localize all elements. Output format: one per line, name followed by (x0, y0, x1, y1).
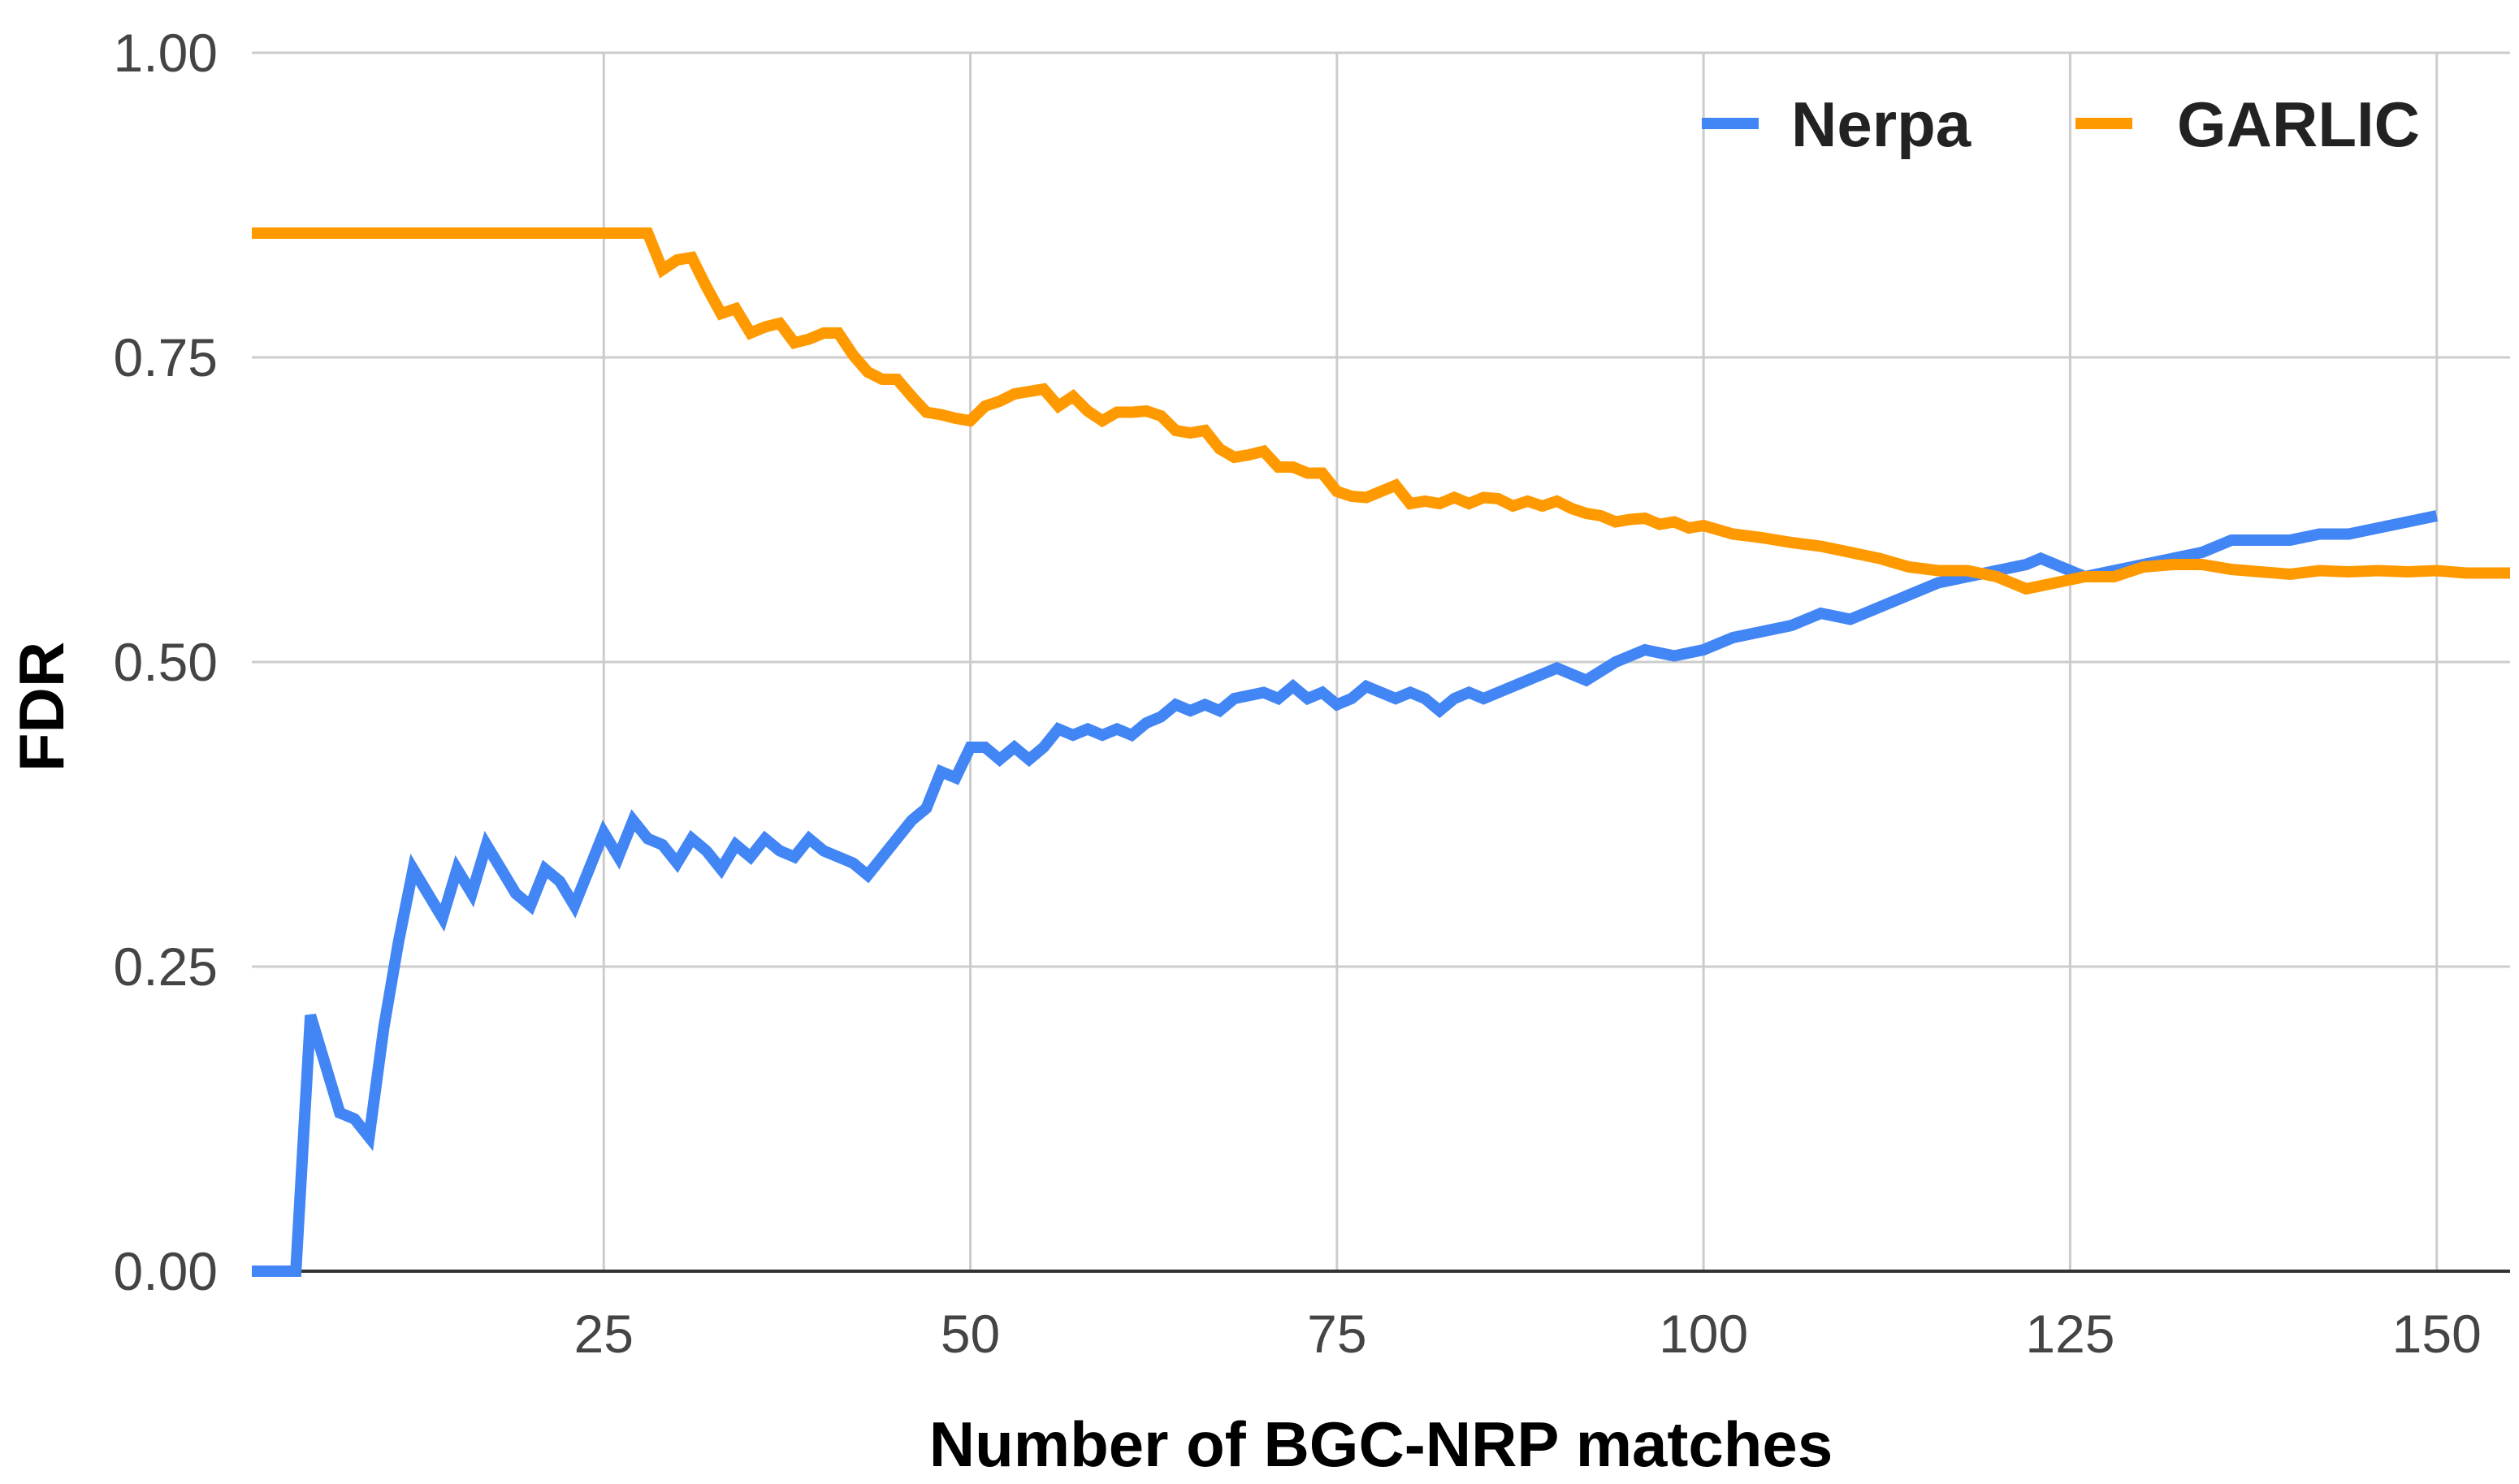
y-axis-title: FDR (6, 642, 77, 772)
axis-layer: 0.00 0.25 0.50 0.75 1.00 25 50 75 100 125 150 (114, 23, 2510, 1364)
y-tick-label: 0.75 (114, 327, 218, 387)
x-tick-label: 150 (2392, 1304, 2482, 1364)
y-tick-label: 0.50 (114, 632, 218, 692)
series-line-nerpa (252, 510, 2439, 1277)
series-layer (252, 227, 2510, 1277)
grid-layer (252, 51, 2510, 1273)
x-axis-title: Number of BGC-NRP matches (929, 1408, 1833, 1480)
y-tick-label: 0.00 (114, 1241, 218, 1301)
x-tick-label: 50 (941, 1304, 1000, 1364)
legend: Nerpa GARLIC (1702, 89, 2420, 160)
x-tick-label: 125 (2025, 1304, 2114, 1364)
legend-label-nerpa: Nerpa (1791, 89, 1971, 160)
x-tick-label: 100 (1659, 1304, 1748, 1364)
series-line-garlic (252, 227, 2510, 595)
x-tick-label: 75 (1307, 1304, 1366, 1364)
x-tick-label: 25 (574, 1304, 634, 1364)
y-tick-label: 0.25 (114, 937, 218, 997)
y-tick-label: 1.00 (114, 23, 218, 83)
legend-label-garlic: GARLIC (2177, 89, 2420, 160)
